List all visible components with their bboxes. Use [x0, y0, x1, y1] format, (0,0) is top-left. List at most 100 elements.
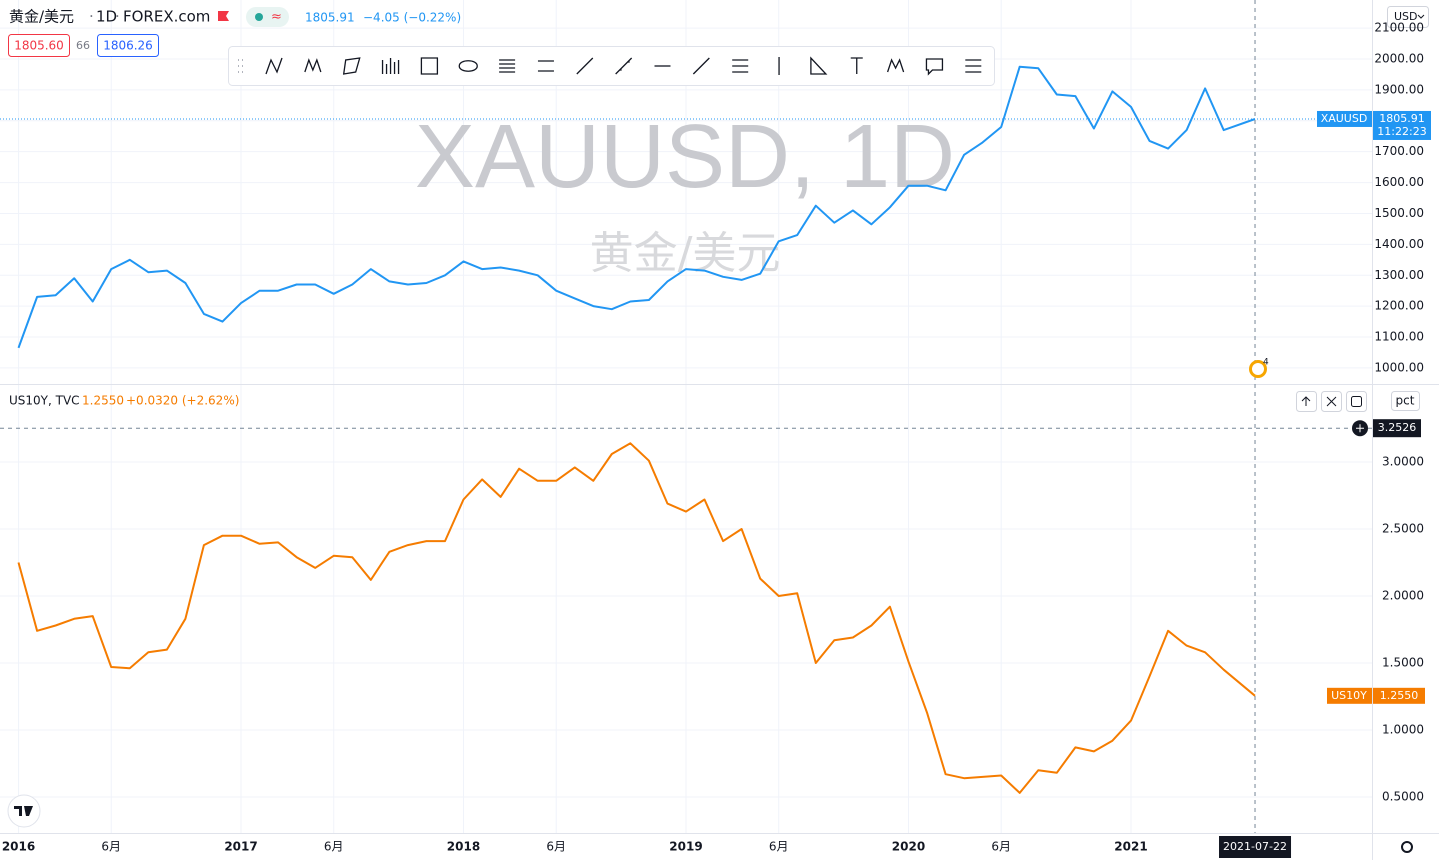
event-count: 4 [1263, 358, 1269, 368]
y-tick-label: 1700.00 [1374, 144, 1424, 158]
tool-icons [238, 56, 982, 76]
tool-icon[interactable] [342, 57, 361, 75]
y-tick-label: 1.0000 [1382, 722, 1424, 736]
y-tick-label: 2000.00 [1374, 52, 1424, 66]
exchange: FOREX.com [123, 8, 210, 26]
sell-button[interactable] [8, 34, 70, 57]
crosshair-date: 2021-07-22 [1223, 840, 1287, 853]
bid: 1805.60 [14, 39, 64, 53]
tool-icon[interactable] [886, 58, 905, 73]
crosshair-date-bg [1219, 836, 1292, 858]
y-tick-label: 1500.00 [1374, 206, 1424, 220]
crosshair-price-bg [1373, 419, 1421, 438]
x-tick-label: 2021 [1114, 840, 1147, 854]
tool-icon[interactable] [304, 58, 322, 73]
y-tick-label: 1300.00 [1374, 268, 1424, 282]
x-tick-label: 6月 [324, 840, 344, 854]
last-price: 1805.91 [305, 11, 355, 25]
pane2-last: 1.2550 [82, 394, 124, 408]
y-tick-label: 3.0000 [1382, 455, 1424, 469]
series-line [17, 65, 1256, 349]
y-tick-label: 1200.00 [1374, 299, 1424, 313]
y-tick-label: 1000.00 [1374, 360, 1424, 374]
settings-icon[interactable] [1401, 841, 1413, 853]
buy-button[interactable] [97, 34, 159, 57]
currency-select[interactable] [1387, 6, 1429, 28]
price-label-bg [1373, 687, 1425, 704]
up-icon [1301, 396, 1311, 406]
series-line [17, 442, 1256, 794]
symbol[interactable]: 黄金/美元 [9, 8, 74, 26]
crosshair-price: 3.2526 [1378, 421, 1417, 434]
status-pill[interactable] [246, 7, 289, 27]
y-tick-label: 1900.00 [1374, 82, 1424, 96]
y-tick-label: 1.5000 [1382, 655, 1424, 669]
tool-icon[interactable] [732, 59, 749, 73]
flag-icon[interactable] [218, 11, 229, 21]
tool-icon[interactable] [925, 58, 944, 76]
drag-handle [238, 59, 243, 73]
symbol-label: XAUUSD [1321, 112, 1368, 125]
tool-icon[interactable] [265, 57, 283, 75]
x-tick-label: 2016 [2, 840, 35, 854]
price-label: 1.2550 [1380, 689, 1419, 702]
tool-icon[interactable] [615, 57, 633, 75]
maximize-button[interactable] [1346, 391, 1367, 412]
price-label-bg [1373, 110, 1431, 140]
logo-mark [14, 806, 33, 816]
x-tick-label: 6月 [769, 840, 789, 854]
y-tick-label: 0.5000 [1382, 789, 1424, 803]
pane-buttons [1296, 391, 1367, 412]
pane2-scale: pct [1396, 394, 1415, 408]
pane2-change: +0.0320 (+2.62%) [126, 394, 239, 408]
watermark-subtitle: 黄金/美元 [590, 228, 781, 279]
market-open-dot [255, 13, 263, 21]
price-change: −4.05 (−0.22%) [363, 11, 461, 25]
interval[interactable]: 1D [96, 8, 117, 26]
maximize-icon [1351, 396, 1362, 407]
pane2-symbol: US10Y, TVC [9, 394, 80, 408]
tool-icon[interactable] [850, 57, 863, 74]
y-tick-label: 2100.00 [1374, 21, 1424, 35]
plus-icon [1356, 424, 1364, 433]
x-tick-label: 2020 [892, 840, 925, 854]
tool-icon[interactable] [420, 57, 439, 75]
tool-icon[interactable] [965, 59, 982, 73]
watermark-title: XAUUSD, 1D [415, 107, 955, 207]
x-tick-label: 6月 [101, 840, 121, 854]
separator: · [89, 8, 94, 26]
tool-icon[interactable] [499, 59, 516, 73]
dropdown-arrow [1417, 14, 1425, 19]
event-flag [1252, 363, 1264, 375]
x-tick-label: 2017 [224, 840, 257, 854]
logo[interactable] [7, 794, 41, 828]
x-tick-label: 2018 [447, 840, 480, 854]
tool-icon[interactable] [537, 60, 554, 72]
plots [0, 0, 1372, 833]
separator: · [115, 8, 120, 26]
tool-icon[interactable] [692, 57, 710, 75]
price-label: 1805.91 [1379, 112, 1425, 125]
tool-icon[interactable] [381, 58, 400, 74]
symbol-label-bg [1327, 687, 1372, 704]
tool-icon[interactable] [810, 56, 828, 75]
y-tick-label: 2.0000 [1382, 589, 1424, 603]
x-tick-label: 6月 [991, 840, 1011, 854]
y-tick-label: 1400.00 [1374, 237, 1424, 251]
tool-icon[interactable] [576, 57, 594, 75]
scale-button[interactable] [1391, 391, 1420, 411]
drawing-toolbar [228, 46, 995, 86]
ask: 1806.26 [103, 39, 153, 53]
y-tick-label: 1600.00 [1374, 175, 1424, 189]
x-tick-label: 6月 [546, 840, 566, 854]
close-icon [1326, 396, 1337, 407]
tool-icon[interactable] [458, 60, 478, 72]
symbol-label-bg [1317, 110, 1372, 127]
countdown: 11:22:23 [1377, 125, 1426, 138]
spread: 66 [76, 39, 90, 52]
y-tick-label: 2.5000 [1382, 522, 1424, 536]
grid [0, 0, 1372, 833]
